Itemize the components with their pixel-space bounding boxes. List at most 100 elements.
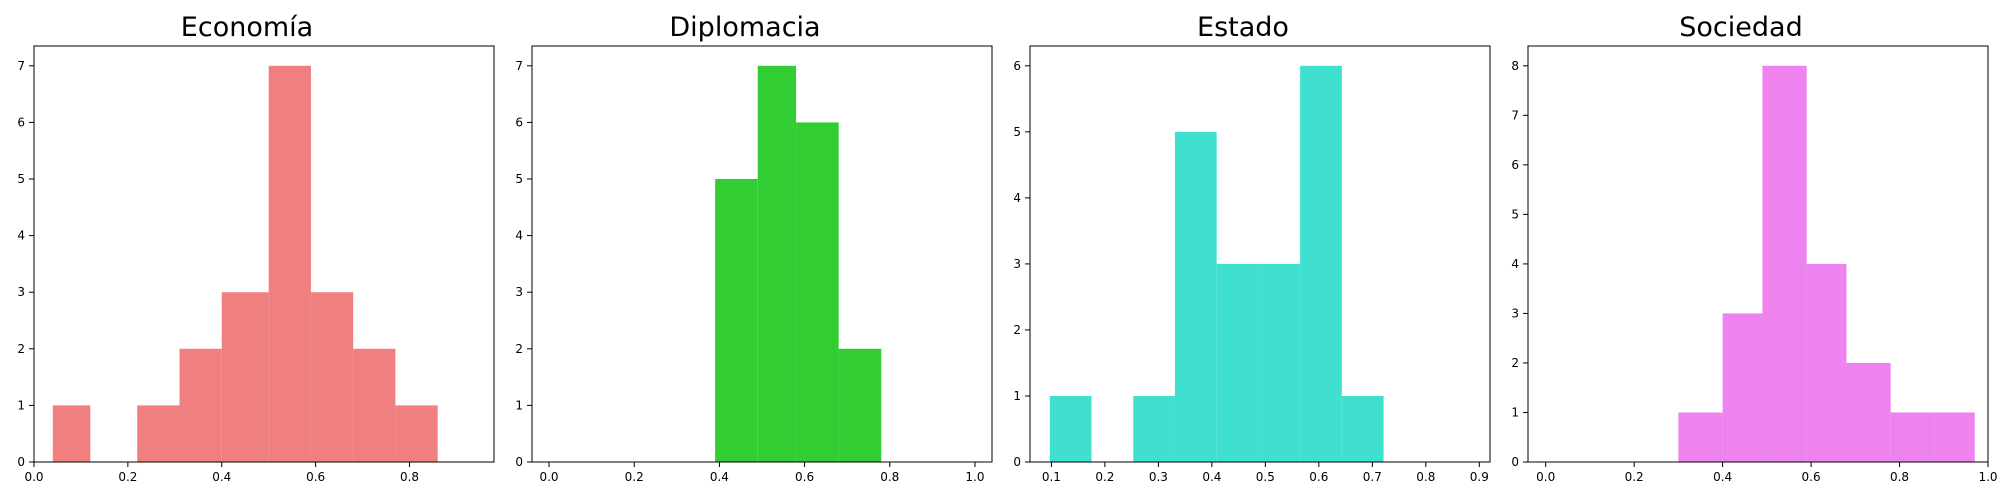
x-tick-label: 0.3 — [1149, 470, 1168, 484]
x-tick-label: 0.9 — [1470, 470, 1489, 484]
histogram-bar — [838, 348, 882, 462]
histogram-bar — [1678, 412, 1723, 462]
y-tick-label: 2 — [1511, 356, 1519, 370]
y-tick-label: 0 — [1013, 455, 1021, 469]
x-tick-label: 1.0 — [965, 470, 984, 484]
y-tick-label: 5 — [515, 172, 523, 186]
histogram-bar — [179, 348, 222, 462]
histogram-bar — [52, 405, 91, 462]
axes-frame — [33, 45, 495, 463]
histogram-bar — [1890, 412, 1935, 462]
histogram-bar — [1341, 395, 1384, 462]
histogram-bar — [1762, 65, 1807, 463]
x-tick-label: 0.8 — [880, 470, 899, 484]
histogram-bar — [1216, 263, 1259, 462]
chart-title: Sociedad — [1679, 12, 1802, 43]
y-tick-label: 1 — [1511, 405, 1519, 419]
y-tick-label: 0 — [17, 455, 25, 469]
x-tick-label: 0.8 — [400, 470, 419, 484]
x-tick-label: 0.6 — [795, 470, 814, 484]
x-tick-label: 0.2 — [1095, 470, 1114, 484]
y-tick-label: 4 — [1013, 191, 1021, 205]
y-tick-label: 4 — [515, 229, 523, 243]
x-tick-label: 0.4 — [710, 470, 729, 484]
plot-area: 0.0 0.2 0.4 0.6 0.8 1.0 0 1 2 3 4 5 6 7 8 — [1511, 45, 1998, 484]
y-tick-label: 3 — [515, 285, 523, 299]
y-tick-label: 3 — [1511, 306, 1519, 320]
histogram-bar — [1258, 263, 1301, 462]
histogram-bar — [1806, 263, 1847, 462]
histogram-bar — [715, 179, 758, 462]
histogram-bar — [757, 65, 797, 463]
panel-sociedad: Sociedad 0.0 0.2 0.4 0.6 0.8 1.0 0 1 2 3 4 5 6 7 8 — [1511, 12, 1997, 484]
histogram-bar — [1133, 395, 1175, 462]
y-tick-label: 5 — [1013, 125, 1021, 139]
histogram-bar — [1049, 395, 1092, 462]
histogram-bar — [796, 122, 839, 462]
histogram-bar — [221, 292, 269, 462]
histogram-bar — [1722, 313, 1763, 462]
y-tick-label: 7 — [515, 59, 523, 73]
histogram-bar — [1174, 131, 1217, 463]
y-tick-label: 0 — [515, 455, 523, 469]
x-tick-label: 1.0 — [1978, 470, 1997, 484]
y-tick-label: 2 — [1013, 323, 1021, 337]
x-tick-label: 0.2 — [118, 470, 137, 484]
y-tick-label: 5 — [17, 172, 25, 186]
y-tick-label: 3 — [1013, 257, 1021, 271]
axes-frame — [1029, 45, 1491, 463]
histogram-bar — [1300, 65, 1342, 463]
chart-title: Economía — [181, 12, 313, 43]
y-tick-label: 0 — [1511, 455, 1519, 469]
y-tick-label: 2 — [515, 342, 523, 356]
x-tick-label: 0.8 — [1890, 470, 1909, 484]
x-tick-label: 0.5 — [1256, 470, 1275, 484]
y-tick-label: 6 — [1511, 158, 1519, 172]
x-tick-label: 0.4 — [212, 470, 231, 484]
histogram-bar — [353, 348, 396, 462]
plot-area: 0.0 0.2 0.4 0.6 0.8 1.0 0 1 2 3 4 5 6 7 — [515, 45, 993, 484]
plot-area: 0.1 0.2 0.3 0.4 0.5 0.6 0.7 0.8 0.9 0 1 2 3 4 5 6 — [1013, 45, 1491, 484]
panel-estado: Estado 0.1 0.2 0.3 0.4 0.5 0.6 0.7 0.8 0.9 0 1 2 3 4 5… — [1013, 12, 1491, 484]
chart-title: Estado — [1197, 12, 1289, 43]
x-tick-label: 0.6 — [1802, 470, 1821, 484]
x-tick-label: 0.4 — [1202, 470, 1221, 484]
y-tick-label: 5 — [1511, 207, 1519, 221]
histogram-bar — [1846, 362, 1891, 462]
x-tick-label: 0.0 — [539, 470, 558, 484]
y-tick-label: 6 — [515, 115, 523, 129]
y-tick-label: 6 — [1013, 59, 1021, 73]
y-tick-label: 1 — [1013, 389, 1021, 403]
y-tick-label: 7 — [17, 59, 25, 73]
x-tick-label: 0.0 — [1536, 470, 1555, 484]
y-tick-label: 3 — [17, 285, 25, 299]
x-tick-label: 0.7 — [1363, 470, 1382, 484]
y-tick-label: 1 — [17, 398, 25, 412]
histogram-bar — [1934, 412, 1975, 462]
histogram-bar — [268, 65, 311, 463]
x-tick-label: 0.2 — [1625, 470, 1644, 484]
panel-economia: Economía 0.0 0.2 0.4 0.6 0.8 0 1 2 3 4 5 6 7 — [17, 12, 495, 484]
histogram-bar — [310, 292, 354, 462]
y-tick-label: 4 — [17, 229, 25, 243]
x-tick-label: 0.8 — [1416, 470, 1435, 484]
x-tick-label: 0.1 — [1042, 470, 1061, 484]
axes-frame — [1527, 45, 1989, 463]
y-tick-label: 1 — [515, 398, 523, 412]
panel-diplomacia: Diplomacia 0.0 0.2 0.4 0.6 0.8 1.0 0 1 2 3 4 5 6 7 — [515, 12, 993, 484]
axes-frame — [531, 45, 993, 463]
y-tick-label: 4 — [1511, 257, 1519, 271]
x-tick-label: 0.4 — [1713, 470, 1732, 484]
plot-area: 0.0 0.2 0.4 0.6 0.8 0 1 2 3 4 5 6 7 — [17, 45, 495, 484]
x-tick-label: 0.0 — [24, 470, 43, 484]
x-tick-label: 0.2 — [625, 470, 644, 484]
y-tick-label: 8 — [1511, 59, 1519, 73]
x-tick-label: 0.6 — [1309, 470, 1328, 484]
y-tick-label: 6 — [17, 115, 25, 129]
x-tick-label: 0.6 — [306, 470, 325, 484]
histogram-bar — [395, 405, 438, 462]
histogram-bar — [137, 405, 180, 462]
chart-title: Diplomacia — [669, 12, 820, 43]
y-tick-label: 7 — [1511, 108, 1519, 122]
y-tick-label: 2 — [17, 342, 25, 356]
